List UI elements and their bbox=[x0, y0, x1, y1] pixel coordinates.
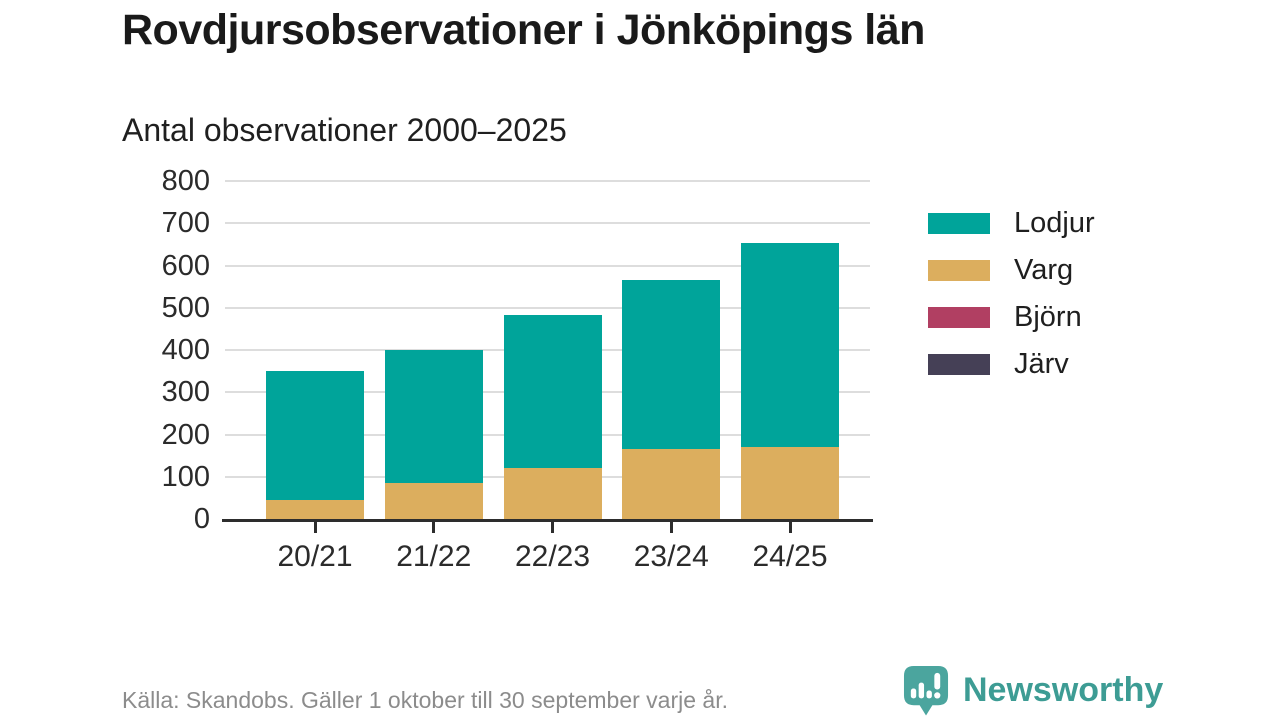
bar-segment-lodjur bbox=[741, 243, 839, 448]
legend-label: Lodjur bbox=[1014, 206, 1095, 239]
x-axis-tick bbox=[551, 521, 554, 533]
y-gridline bbox=[225, 264, 870, 267]
source-note: Källa: Skandobs. Gäller 1 oktober till 3… bbox=[122, 687, 728, 713]
newsworthy-logo-icon bbox=[903, 665, 950, 720]
bar-segment-varg bbox=[266, 499, 364, 519]
legend-swatch bbox=[928, 212, 990, 234]
newsworthy-wordmark: Newsworthy bbox=[963, 671, 1164, 709]
x-axis-tick bbox=[788, 521, 792, 533]
bar-segment-varg bbox=[503, 468, 602, 519]
legend-item-björn: Björn bbox=[928, 300, 1095, 334]
bar-segment-lodjur bbox=[622, 280, 721, 450]
bar-segment-varg bbox=[384, 483, 483, 519]
legend-swatch bbox=[928, 353, 990, 375]
x-axis-tick bbox=[432, 521, 436, 533]
y-axis-tick-label: 300 bbox=[161, 376, 210, 409]
y-axis-tick-label: 500 bbox=[161, 291, 210, 324]
x-axis-tick-label: 22/23 bbox=[514, 540, 591, 573]
legend-item-varg: Varg bbox=[928, 253, 1095, 287]
y-axis-tick-label: 800 bbox=[161, 165, 210, 197]
chart-subtitle: Antal observationer 2000–2025 bbox=[122, 112, 567, 148]
x-axis-tick bbox=[669, 521, 673, 533]
x-axis-tick-label: 23/24 bbox=[633, 540, 709, 573]
y-axis-tick-label: 700 bbox=[161, 207, 210, 240]
bar-segment-lodjur bbox=[384, 350, 483, 484]
bar-segment-varg bbox=[622, 449, 721, 519]
y-gridline bbox=[225, 222, 870, 225]
x-axis-tick-label: 21/22 bbox=[396, 540, 472, 573]
y-gridline bbox=[225, 306, 870, 309]
legend-item-lodjur: Lodjur bbox=[928, 206, 1095, 240]
y-axis-tick-label: 0 bbox=[193, 503, 210, 535]
bar-segment-varg bbox=[741, 447, 839, 519]
legend-item-järv: Järv bbox=[928, 347, 1095, 381]
x-axis-line bbox=[222, 519, 873, 522]
legend-label: Varg bbox=[1014, 253, 1074, 286]
bar-segment-lodjur bbox=[266, 371, 364, 500]
legend: Lodjur Varg Björn Järv bbox=[928, 206, 1095, 381]
legend-swatch bbox=[928, 259, 990, 281]
y-axis-tick-label: 400 bbox=[161, 334, 210, 366]
y-gridline bbox=[225, 180, 870, 182]
legend-label: Björn bbox=[1014, 300, 1082, 333]
bar-segment-lodjur bbox=[503, 314, 602, 469]
x-axis-tick-label: 24/25 bbox=[752, 540, 828, 573]
x-axis-tick bbox=[313, 521, 317, 533]
legend-swatch bbox=[928, 306, 990, 328]
chart-title: Rovdjursobservationer i Jönköpings län bbox=[122, 6, 925, 54]
x-axis-tick-label: 20/21 bbox=[277, 540, 353, 573]
y-axis-tick-label: 600 bbox=[161, 249, 210, 282]
legend-label: Järv bbox=[1014, 347, 1069, 380]
newsworthy-brand: Newsworthy bbox=[903, 665, 1163, 720]
y-axis-tick-label: 200 bbox=[161, 418, 210, 451]
y-axis-tick-label: 100 bbox=[161, 460, 210, 493]
